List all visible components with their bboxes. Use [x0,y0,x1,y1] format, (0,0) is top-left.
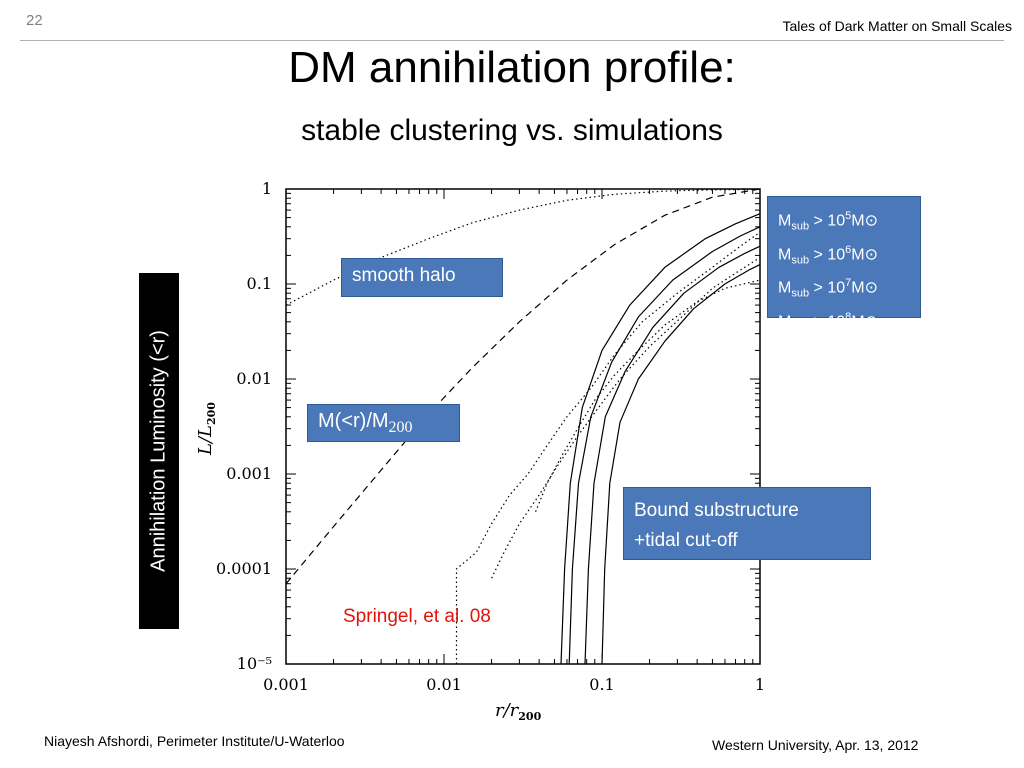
y-tick-label: 0.1 [247,274,272,293]
series-layer [285,188,761,665]
legend-item: Msub > 105M⊙ [778,210,878,233]
y-axis-side-label-box: Annihilation Luminosity (<r) [139,273,179,629]
legend-item: Msub > 107M⊙ [778,277,878,300]
legend-box: Msub > 105M⊙ Msub > 106M⊙ Msub > 107M⊙ M… [767,196,921,333]
slide-subtitle: stable clustering vs. simulations [301,114,723,147]
series-line-solid [568,226,761,665]
y-axis-label: L/L200 [195,402,218,456]
bound-substructure-line1: Bound substructure [634,500,799,521]
y-tick-label: 0.01 [236,369,272,388]
bound-substructure-label: Bound substructure +tidal cut-off [623,487,871,560]
y-tick-label: 10⁻⁵ [237,654,272,673]
y-tick-label: 0.001 [226,464,272,483]
series-line-dotted [285,188,761,306]
y-axis-label-main: L/L [195,425,216,456]
y-tick-label: 1 [262,179,272,198]
series-line-solid [601,264,761,665]
x-tick-label: 0.01 [426,675,462,694]
legend-item: Msub > 108M⊙ [778,310,878,334]
footer-venue-date: Western University, Apr. 13, 2012 [712,737,919,753]
series-line-dotted [535,279,761,513]
axis-ticks [285,189,760,665]
y-axis-label-sub: 200 [205,402,218,425]
citation: Springel, et al. 08 [343,606,491,627]
x-axis-label-sub: 200 [518,710,541,723]
series-line-solid [560,213,761,665]
mass-ratio-main: M(<r)/M [318,410,389,432]
plot-frame [285,188,761,665]
series-line-dotted [455,231,761,664]
legend-item: Msub > 106M⊙ [778,243,878,267]
mass-ratio-label: M(<r)/M200 [307,404,460,442]
x-tick-label: 0.001 [263,675,309,694]
bound-substructure-line2: +tidal cut-off [634,530,738,551]
series-line-dashed [285,188,761,585]
series-line-solid [584,245,761,665]
header-divider [20,40,1004,41]
x-tick-label: 1 [755,675,765,694]
y-tick-label: 0.0001 [216,559,272,578]
header-title: Tales of Dark Matter on Small Scales [782,18,1012,34]
smooth-halo-label: smooth halo [341,258,503,297]
slide-title: DM annihilation profile: [288,43,736,92]
x-tick-label: 0.1 [589,675,614,694]
x-axis-label: r/r200 [495,700,542,723]
y-axis-side-label: Annihilation Luminosity (<r) [147,330,170,572]
footer-author: Niayesh Afshordi, Perimeter Institute/U-… [44,733,345,749]
mass-ratio-sub: 200 [388,419,413,436]
tick-labels: 0.001 0.01 0.1 1 1 0.1 0.01 0.001 0.0001 10⁻⁵ [216,179,765,694]
slide-number: 22 [26,12,43,29]
x-axis-label-main: r/r [495,700,520,721]
